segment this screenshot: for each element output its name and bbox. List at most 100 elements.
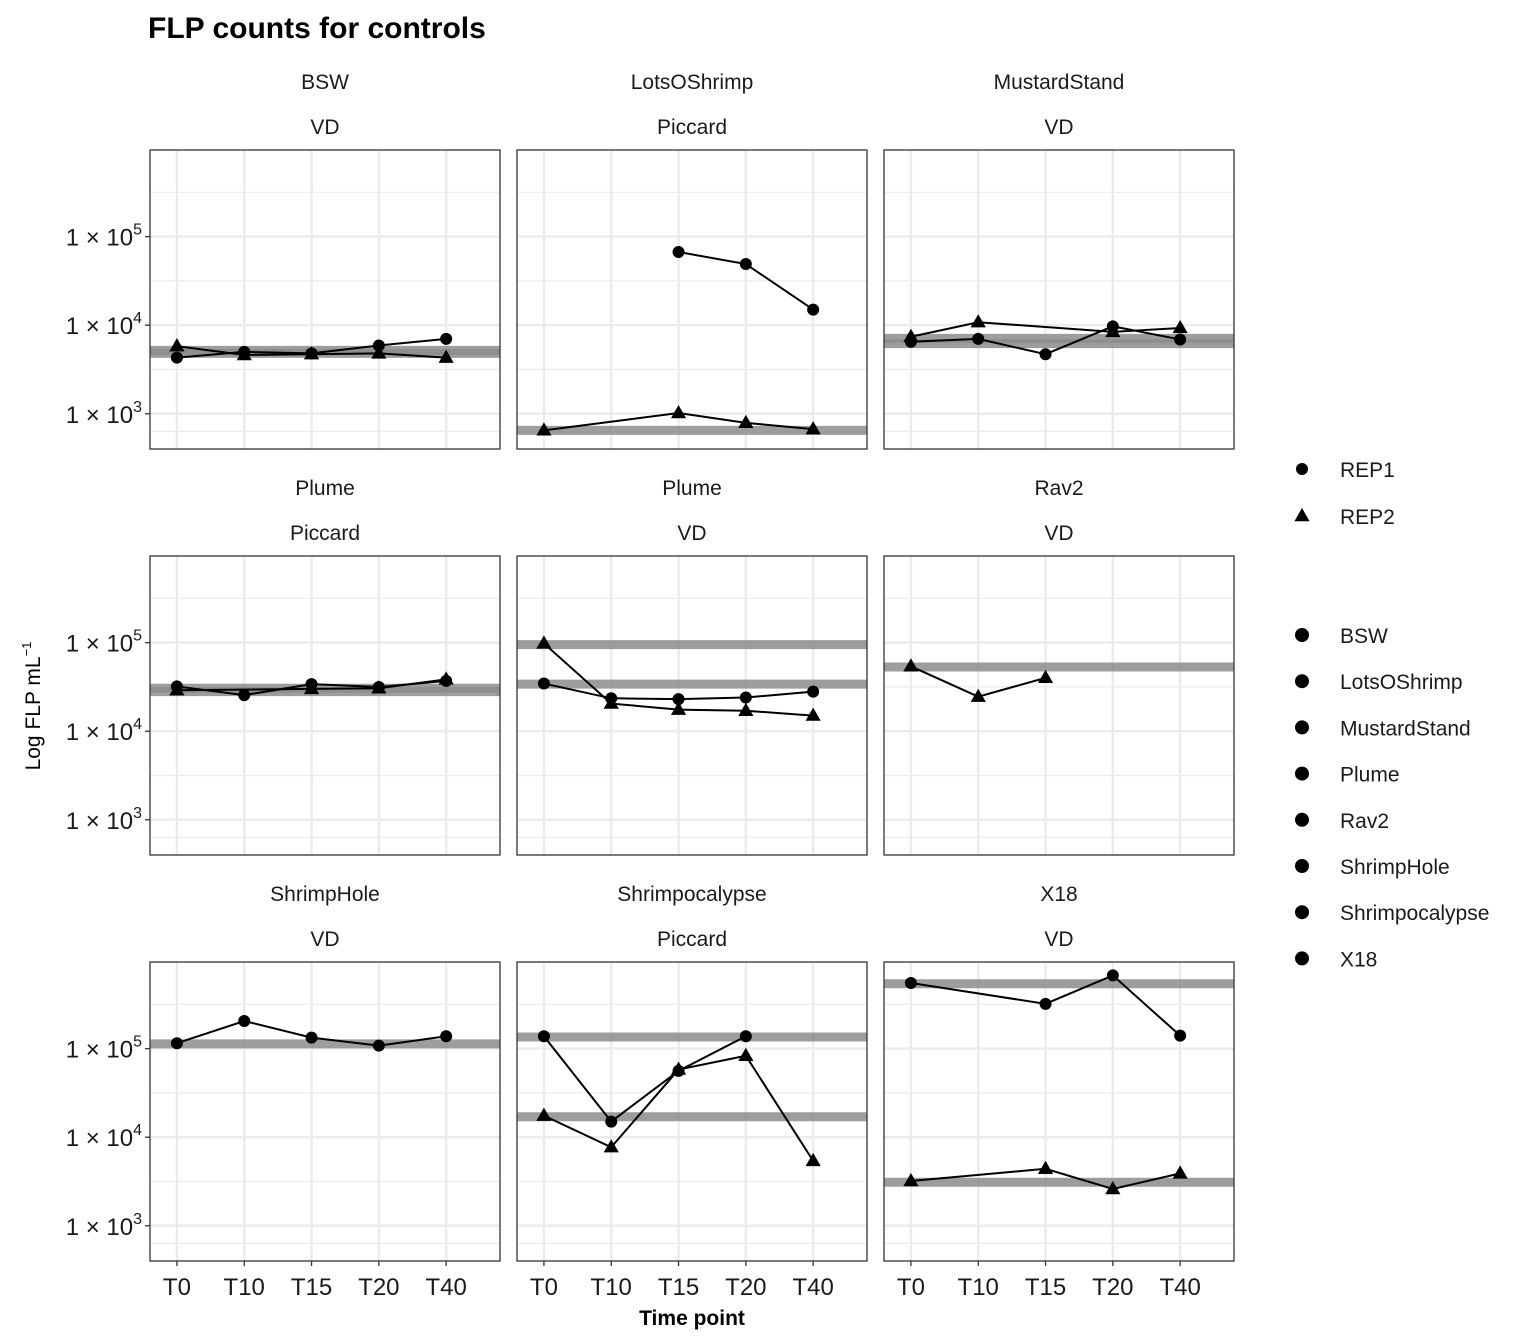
- panel-background: [884, 962, 1234, 1261]
- data-point-rep2: [805, 707, 821, 721]
- data-point-rep1: [904, 977, 917, 990]
- data-point-rep2: [738, 1047, 754, 1061]
- data-point-rep2: [303, 680, 320, 695]
- data-point-rep2: [1105, 1180, 1121, 1195]
- series-line-rep1: [910, 974, 1181, 1037]
- data-point-rep1: [1106, 969, 1119, 982]
- data-point-rep2: [670, 404, 687, 419]
- legend-label-site: Shrimpocalypse: [1340, 902, 1489, 925]
- data-point-rep2: [371, 680, 387, 694]
- legend-label-site: X18: [1340, 948, 1377, 971]
- data-point-rep1: [605, 1115, 618, 1128]
- data-point-rep1: [537, 1030, 550, 1043]
- facet-panel: X18 VD T0 T10 T15 T20 T40: [883, 883, 1235, 1301]
- panel-border: [516, 555, 868, 856]
- y-axis-title-superscript: −1: [19, 642, 34, 657]
- legend-label-site: LotsOShrimp: [1340, 671, 1463, 694]
- data-point-rep1: [440, 332, 453, 345]
- x-tick-label: T10: [591, 1274, 632, 1301]
- legend-key-site: [1295, 628, 1309, 642]
- data-point-rep2: [903, 658, 919, 672]
- x-tick-label: T40: [792, 1274, 833, 1301]
- data-point-rep1: [170, 1037, 183, 1050]
- data-point-rep1: [807, 685, 820, 698]
- y-axis-title: Log FLP mL−1: [19, 642, 45, 771]
- data-point-rep1: [672, 693, 685, 706]
- data-point-rep2: [536, 635, 552, 649]
- data-point-rep2: [970, 314, 986, 328]
- y-tick-mantissa: 1 × 10: [66, 1125, 133, 1152]
- data-point-rep1: [1174, 1029, 1187, 1042]
- facet-source-label: VD: [310, 928, 339, 951]
- x-tick-label: T15: [658, 1274, 699, 1301]
- data-point-rep2: [805, 1152, 821, 1167]
- legend-label-rep1: REP1: [1340, 459, 1395, 482]
- legend-label-rep2: REP2: [1340, 506, 1395, 529]
- data-point-rep2: [1037, 669, 1054, 684]
- data-point-rep2: [670, 701, 687, 715]
- data-point-rep2: [438, 671, 454, 685]
- data-point-rep2: [670, 1061, 687, 1075]
- data-point-rep2: [1172, 1165, 1188, 1179]
- x-tick-label: T40: [1159, 1274, 1200, 1301]
- facet-source-label: VD: [1044, 522, 1073, 545]
- data-point-rep1: [372, 1039, 385, 1052]
- x-tick-label: T10: [958, 1274, 999, 1301]
- legend: REP1 REP2 BSW LotsOShrimp MustardStand Plume R…: [1294, 459, 1489, 971]
- x-tick-label: T0: [897, 1274, 925, 1301]
- y-tick-mantissa: 1 × 10: [66, 313, 133, 340]
- y-tick-label: 1 × 103: [66, 805, 142, 835]
- y-tick-mantissa: 1 × 10: [66, 808, 133, 835]
- series-line-rep1: [543, 1035, 747, 1123]
- data-point-rep2: [903, 328, 919, 342]
- panel-border: [883, 149, 1235, 450]
- legend-label-site: ShrimpHole: [1340, 856, 1450, 879]
- legend-key-site: [1295, 674, 1309, 689]
- facet-panel: Plume VD: [516, 477, 868, 856]
- legend-key-site: [1295, 720, 1309, 735]
- data-point-rep2: [169, 338, 185, 352]
- x-tick-label: T40: [425, 1274, 466, 1301]
- data-point-rep1: [238, 689, 251, 702]
- data-point-rep2: [603, 695, 619, 709]
- panel-border: [149, 149, 501, 450]
- data-point-rep2: [536, 422, 552, 436]
- series-line-rep2: [910, 321, 1181, 338]
- panel-background: [884, 556, 1234, 855]
- y-tick-label: 1 × 103: [66, 1211, 142, 1241]
- panel-border: [883, 555, 1235, 856]
- y-tick-mantissa: 1 × 10: [66, 1214, 133, 1241]
- data-point-rep1: [672, 246, 685, 259]
- facet-panel: MustardStand VD: [883, 71, 1235, 450]
- facet-site-label: MustardStand: [994, 71, 1125, 94]
- facet-site-label: ShrimpHole: [270, 883, 380, 906]
- data-point-rep1: [1039, 348, 1052, 361]
- legend-key-rep2: [1294, 508, 1310, 522]
- legend-key-site: [1295, 951, 1309, 966]
- x-tick-label: T15: [1025, 1274, 1066, 1301]
- facet-source-label: Piccard: [290, 522, 360, 545]
- panel-background: [517, 556, 867, 855]
- facet-source-label: VD: [1044, 928, 1073, 951]
- data-point-rep2: [1105, 323, 1121, 338]
- panel-border: [516, 961, 868, 1262]
- panel-background: [884, 150, 1234, 449]
- y-axis-title-text: Log FLP mL: [22, 656, 45, 770]
- data-point-rep1: [537, 677, 550, 690]
- facet-panel: Rav2 VD: [883, 477, 1235, 856]
- panel-background: [150, 150, 500, 449]
- y-tick-mantissa: 1 × 10: [66, 225, 133, 252]
- x-axis-title: Time point: [639, 1307, 745, 1330]
- y-tick-exponent: 5: [133, 1034, 142, 1051]
- data-point-rep1: [170, 351, 183, 364]
- facet-source-label: VD: [1044, 116, 1073, 139]
- legend-label-site: Rav2: [1340, 810, 1389, 833]
- legend-key-site: [1295, 812, 1309, 827]
- facet-site-label: X18: [1040, 883, 1077, 906]
- data-point-rep2: [303, 346, 320, 360]
